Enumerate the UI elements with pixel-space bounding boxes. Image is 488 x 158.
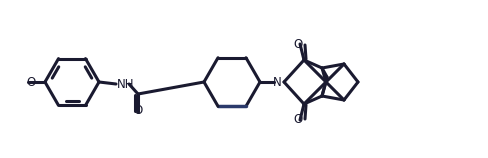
Text: N: N xyxy=(272,76,281,88)
Text: O: O xyxy=(293,113,302,126)
Text: NH: NH xyxy=(117,78,134,91)
Text: O: O xyxy=(133,104,142,117)
Text: O: O xyxy=(293,38,302,51)
Text: O: O xyxy=(27,76,36,88)
